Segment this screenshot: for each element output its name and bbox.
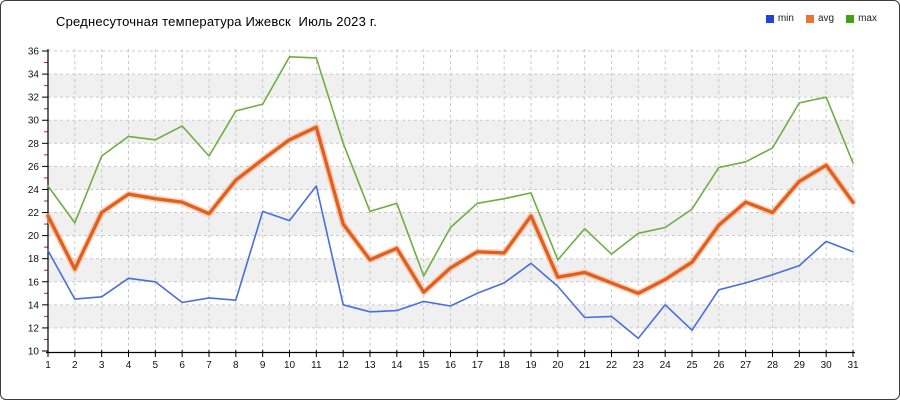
x-tick-label: 11 bbox=[311, 360, 322, 371]
background-stripe bbox=[48, 120, 853, 144]
legend-swatch-avg bbox=[805, 14, 814, 23]
y-tick-label: 14 bbox=[28, 300, 40, 311]
y-tick-label: 24 bbox=[28, 185, 40, 196]
legend-swatch-max bbox=[846, 14, 855, 23]
legend-swatch-min bbox=[765, 14, 774, 23]
x-tick-label: 17 bbox=[472, 360, 484, 371]
x-tick-label: 2 bbox=[72, 360, 78, 371]
y-tick-label: 18 bbox=[28, 254, 40, 265]
legend-label-min: min bbox=[777, 13, 794, 24]
y-tick-label: 32 bbox=[28, 93, 40, 104]
series-line-min bbox=[47, 185, 854, 340]
legend-label-max: max bbox=[858, 13, 877, 24]
legend-item-min: min bbox=[765, 13, 794, 24]
x-tick-label: 1 bbox=[45, 360, 51, 371]
y-tick-label: 16 bbox=[28, 277, 40, 288]
x-tick-label: 30 bbox=[821, 360, 833, 371]
x-tick-label: 13 bbox=[364, 360, 376, 371]
x-tick-label: 24 bbox=[660, 360, 672, 371]
x-tick-label: 20 bbox=[552, 360, 564, 371]
x-tick-label: 28 bbox=[767, 360, 779, 371]
y-tick-label: 34 bbox=[28, 70, 40, 81]
series-line-max bbox=[47, 55, 854, 277]
x-tick-label: 18 bbox=[499, 360, 511, 371]
x-tick-label: 14 bbox=[391, 360, 403, 371]
legend-item-max: max bbox=[846, 13, 877, 24]
y-tick-label: 30 bbox=[28, 116, 40, 127]
legend-label-avg: avg bbox=[817, 13, 835, 24]
y-tick-label: 12 bbox=[28, 323, 40, 334]
y-tick-label: 28 bbox=[28, 139, 40, 150]
chart-title: Среднесуточная температура Ижевск Июль 2… bbox=[56, 14, 378, 29]
y-tick-label: 10 bbox=[28, 347, 40, 358]
series-line-avg bbox=[46, 125, 855, 295]
x-tick-label: 5 bbox=[153, 360, 159, 371]
x-tick-label: 8 bbox=[233, 360, 239, 371]
x-tick-label: 29 bbox=[794, 360, 806, 371]
y-tick-label: 22 bbox=[28, 208, 40, 219]
x-tick-label: 9 bbox=[260, 360, 266, 371]
x-tick-label: 10 bbox=[284, 360, 296, 371]
x-tick-label: 23 bbox=[633, 360, 645, 371]
x-tick-label: 21 bbox=[579, 360, 591, 371]
x-tick-label: 31 bbox=[847, 360, 859, 371]
x-tick-label: 3 bbox=[99, 360, 105, 371]
y-tick-label: 26 bbox=[28, 162, 40, 173]
x-tick-label: 6 bbox=[179, 360, 185, 371]
y-tick-label: 20 bbox=[28, 231, 40, 242]
chart-legend: min avg max bbox=[765, 13, 877, 24]
x-tick-label: 26 bbox=[713, 360, 725, 371]
x-tick-label: 7 bbox=[206, 360, 212, 371]
x-tick-label: 15 bbox=[418, 360, 430, 371]
x-tick-label: 12 bbox=[338, 360, 350, 371]
y-tick-label: 36 bbox=[28, 47, 40, 58]
x-tick-label: 22 bbox=[606, 360, 618, 371]
x-tick-label: 16 bbox=[445, 360, 457, 371]
x-tick-label: 4 bbox=[126, 360, 132, 371]
x-tick-label: 25 bbox=[686, 360, 698, 371]
x-tick-label: 19 bbox=[525, 360, 537, 371]
legend-item-avg: avg bbox=[805, 13, 835, 24]
x-tick-label: 27 bbox=[740, 360, 752, 371]
